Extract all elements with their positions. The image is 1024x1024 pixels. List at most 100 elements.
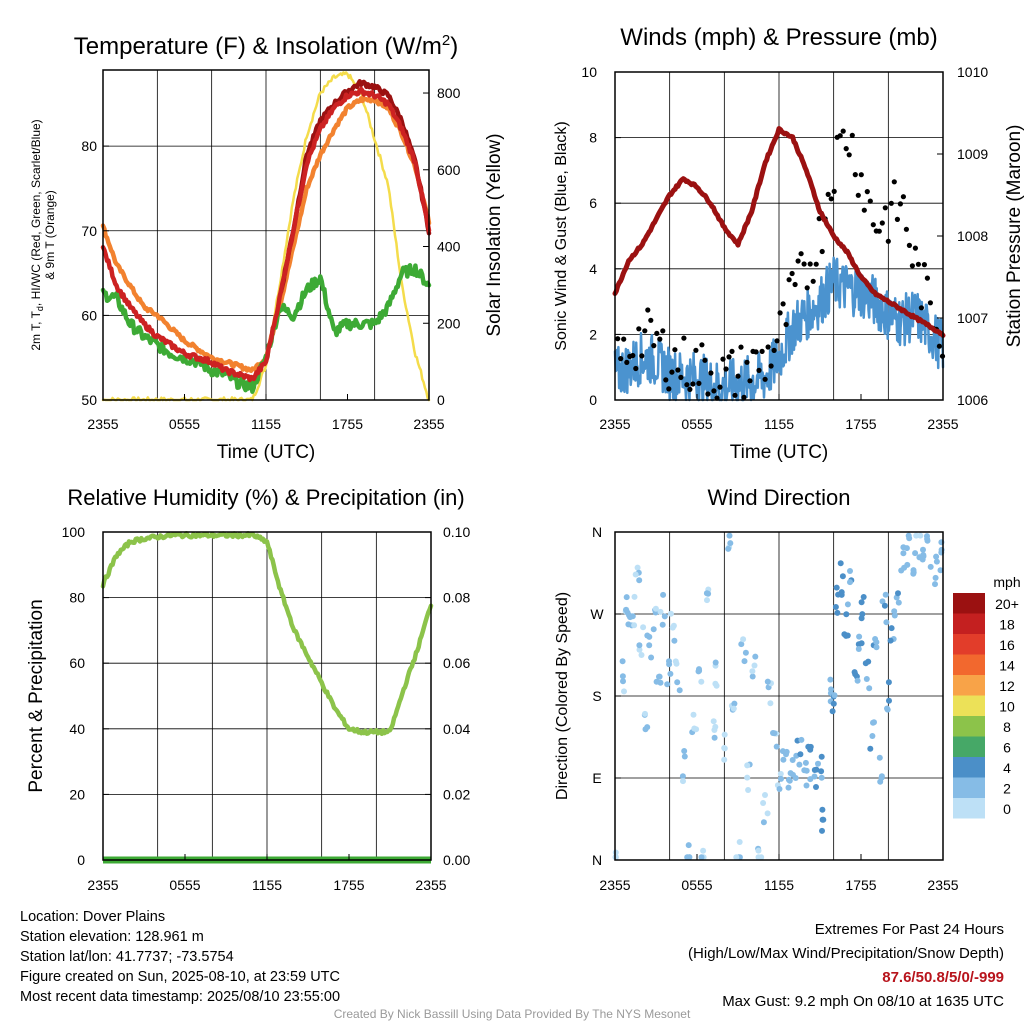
gust-point — [912, 245, 919, 251]
wind-direction-point — [640, 624, 647, 631]
x-tick-label: 0555 — [681, 416, 712, 432]
x-tick-label: 2355 — [599, 416, 630, 432]
y-tick-label: 0.02 — [443, 786, 470, 802]
y-tick-label: 0.04 — [443, 721, 470, 737]
temp-2m-line — [100, 86, 432, 383]
wind-direction-point — [749, 673, 756, 680]
wind-direction-point — [671, 637, 678, 644]
gust-point — [672, 347, 678, 353]
y-tick-label: 600 — [437, 162, 461, 178]
gust-point — [639, 353, 645, 359]
wind-direction-point — [851, 669, 858, 676]
gust-point — [831, 188, 837, 194]
x-tick-label: 2355 — [927, 416, 958, 432]
wind-direction-point — [920, 546, 926, 553]
wind-direction-point — [867, 745, 874, 752]
wind-direction-point — [900, 550, 907, 557]
humidity-grid — [103, 532, 431, 860]
gust-point — [915, 261, 922, 267]
legend-swatch — [953, 654, 985, 675]
gust-point — [894, 216, 901, 222]
y-tick-label: 6 — [589, 195, 597, 211]
wind-direction-point — [895, 590, 901, 597]
wind-direction-point — [856, 633, 863, 640]
wind-direction-point — [704, 597, 710, 604]
gust-point — [825, 191, 831, 197]
gust-point — [798, 251, 804, 257]
precip-right-ticks: 0.00 0.02 0.04 0.06 0.08 0.10 — [425, 524, 470, 868]
speed-legend: 20+ 18 16 14 12 10 8 6 4 2 0 — [953, 593, 1019, 819]
wind-direction-point — [700, 847, 707, 854]
wind-direction-point — [858, 640, 865, 647]
gust-point — [723, 366, 729, 372]
wind-direction-point — [636, 646, 643, 653]
wind-direction-point — [873, 639, 880, 646]
gust-point — [687, 386, 693, 392]
wind-direction-point — [634, 564, 641, 571]
wind-direction-point — [888, 625, 895, 632]
wind-direction-point — [844, 601, 851, 608]
x-tick-label: 2355 — [413, 416, 444, 432]
gust-point — [891, 179, 897, 185]
wind-direction-point — [876, 754, 883, 761]
wind-direction-point — [712, 659, 719, 666]
wind-direction-point — [741, 658, 748, 665]
wind-direction-point — [657, 608, 664, 615]
wind-direction-point — [827, 676, 834, 683]
y-tick-label: N — [592, 524, 602, 540]
gust-point — [693, 347, 699, 353]
wind-direction-point — [667, 670, 674, 677]
wind-direction-point — [764, 810, 771, 817]
gust-point — [654, 330, 660, 336]
wind-direction-point — [744, 762, 751, 769]
gust-point — [657, 336, 663, 342]
wind-direction-point — [721, 745, 728, 752]
wind-direction-point — [919, 556, 926, 563]
legend-label: 0 — [1003, 801, 1011, 817]
gust-point — [717, 384, 723, 390]
y-tick-label: 200 — [437, 315, 461, 331]
gust-point — [867, 198, 873, 204]
wind-direction-point — [621, 688, 627, 695]
wind-direction-point — [773, 743, 780, 750]
wind-direction-point — [657, 679, 664, 686]
gust-point — [729, 348, 735, 354]
gust-point — [771, 347, 777, 353]
wind-direction-point — [727, 540, 734, 547]
wind-direction-point — [815, 760, 821, 767]
wind-direction-point — [898, 567, 905, 574]
wind-direction-grid — [615, 532, 943, 860]
wind-direction-point — [680, 778, 686, 785]
gust-point — [624, 359, 630, 365]
wind-direction-point — [644, 724, 651, 731]
wind-direction-point — [805, 743, 812, 750]
wind-direction-point — [829, 708, 836, 715]
x-tick-label: 2355 — [599, 877, 630, 893]
temperature-x-axis-label: Time (UTC) — [217, 442, 316, 463]
wind-direction-point — [771, 730, 778, 737]
credit-line: Created By Nick Bassill Using Data Provi… — [333, 1007, 691, 1021]
wind-direction-point — [913, 532, 920, 539]
wind-direction-point — [796, 761, 803, 768]
gust-point — [741, 394, 747, 400]
wind-direction-point — [623, 594, 630, 601]
wind-direction-point — [736, 839, 743, 845]
x-tick-label: 1155 — [764, 416, 794, 432]
gust-point — [684, 382, 690, 388]
wind-direction-point — [619, 658, 626, 665]
wind-direction-point — [758, 854, 765, 861]
gust-point — [615, 336, 621, 342]
wind-direction-point — [711, 727, 718, 733]
gust-point — [732, 392, 738, 398]
recent-data-timestamp: Most recent data timestamp: 2025/08/10 2… — [20, 989, 341, 1005]
wind-direction-point — [725, 545, 732, 552]
wind-direction-point — [905, 532, 912, 539]
station-info: Location: Dover Plains Station elevation… — [20, 907, 340, 1007]
extremes-values: 87.6/50.8/5/0/-999 — [882, 969, 1004, 986]
wind-direction-point — [912, 550, 919, 557]
gust-point — [663, 377, 669, 383]
wind-direction-point — [786, 777, 793, 784]
wind-direction-left-ticks: N E S W N — [590, 524, 621, 868]
wind-direction-point — [666, 658, 672, 665]
